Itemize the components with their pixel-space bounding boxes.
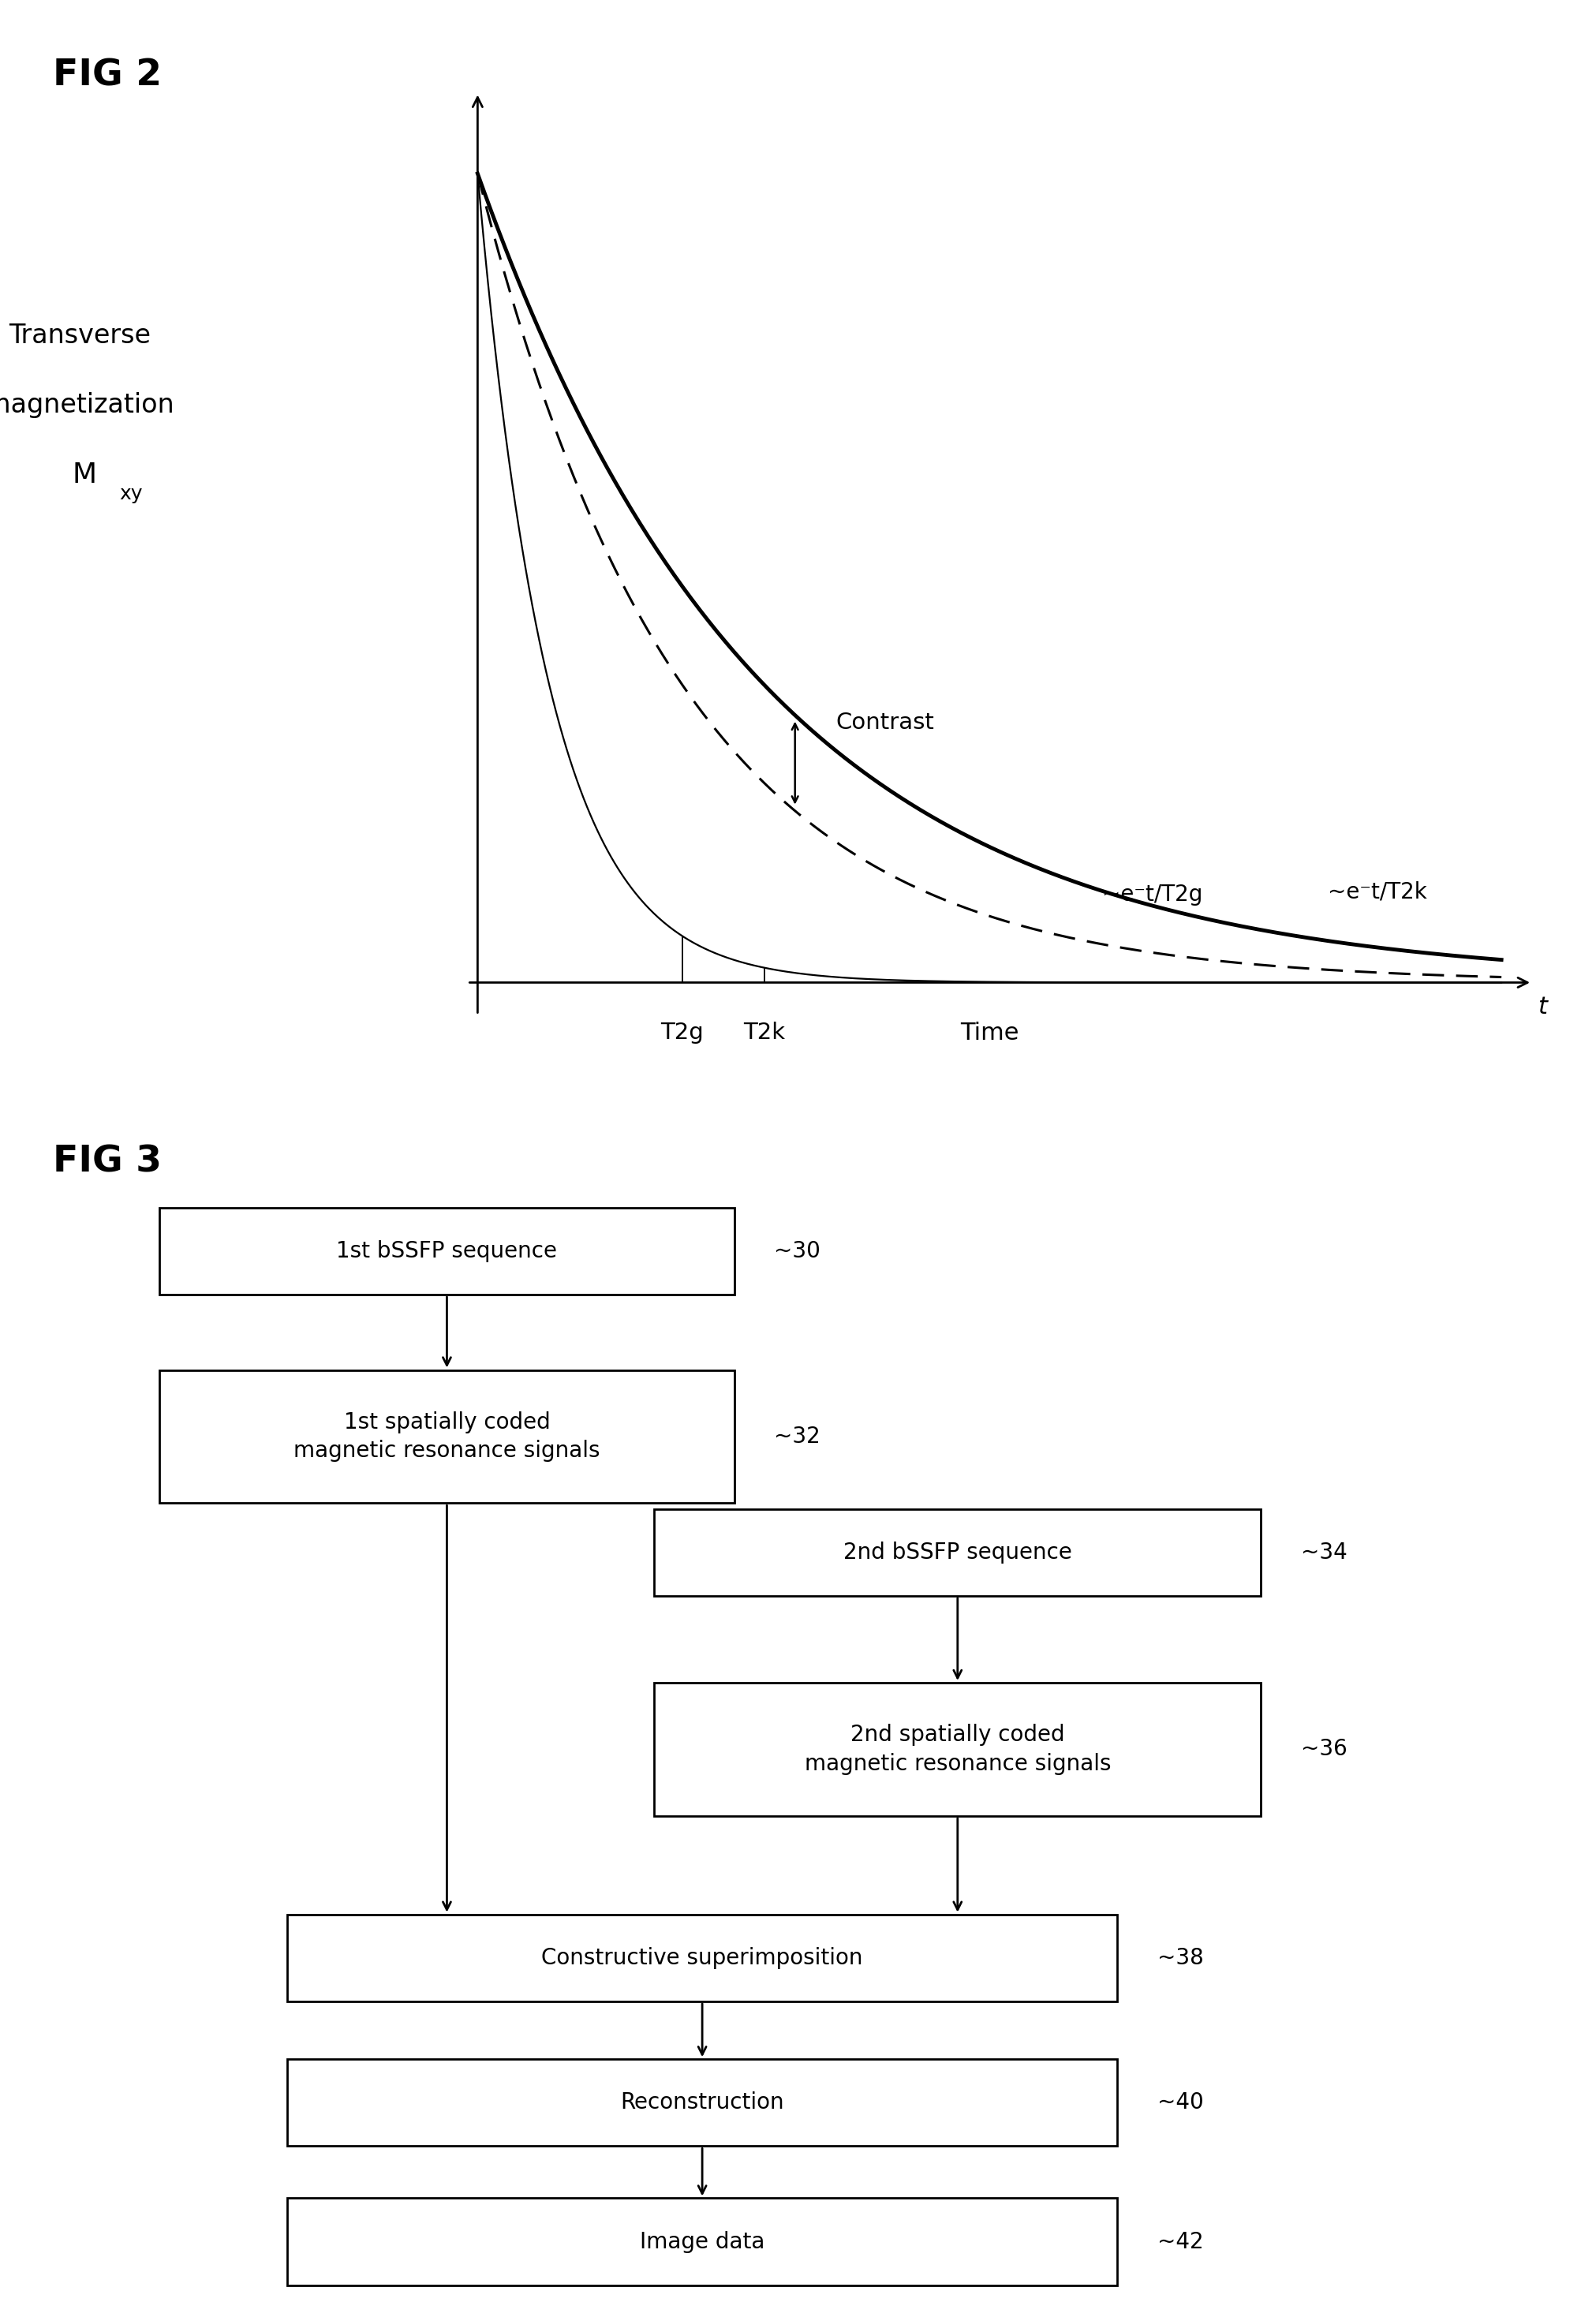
Text: xy: xy [120,484,144,503]
Text: ~38: ~38 [1157,1946,1203,1969]
Text: ~e⁻t/T2k: ~e⁻t/T2k [1328,880,1427,904]
Text: Image data: Image data [640,2231,764,2252]
Text: Contrast: Contrast [836,711,935,734]
Text: ~30: ~30 [774,1240,820,1263]
Text: ~40: ~40 [1157,2092,1203,2113]
Text: ~32: ~32 [774,1425,820,1448]
Text: M: M [72,461,96,489]
FancyBboxPatch shape [654,1682,1261,1817]
Text: FIG 3: FIG 3 [53,1145,161,1179]
Text: Time: Time [961,1022,1018,1045]
Text: Constructive superimposition: Constructive superimposition [541,1946,863,1969]
Text: ~e⁻t/T2g: ~e⁻t/T2g [1103,883,1203,906]
FancyBboxPatch shape [654,1508,1261,1596]
FancyBboxPatch shape [287,2199,1117,2285]
Text: ~42: ~42 [1157,2231,1203,2252]
FancyBboxPatch shape [160,1207,734,1295]
FancyBboxPatch shape [287,2060,1117,2146]
Text: t: t [1537,996,1547,1017]
Text: T2k: T2k [744,1022,785,1043]
Text: Reconstruction: Reconstruction [621,2092,784,2113]
Text: magnetization: magnetization [0,392,174,419]
Text: ~36: ~36 [1301,1738,1347,1761]
Text: 2nd bSSFP sequence: 2nd bSSFP sequence [843,1541,1073,1564]
Text: 1st bSSFP sequence: 1st bSSFP sequence [337,1240,557,1263]
Text: 2nd spatially coded
magnetic resonance signals: 2nd spatially coded magnetic resonance s… [804,1724,1111,1775]
Text: 1st spatially coded
magnetic resonance signals: 1st spatially coded magnetic resonance s… [294,1411,600,1462]
Text: Transverse: Transverse [10,322,150,350]
Text: T2g: T2g [661,1022,704,1043]
Text: FIG 2: FIG 2 [53,58,161,93]
FancyBboxPatch shape [160,1369,734,1504]
Text: ~34: ~34 [1301,1541,1347,1564]
FancyBboxPatch shape [287,1914,1117,2002]
